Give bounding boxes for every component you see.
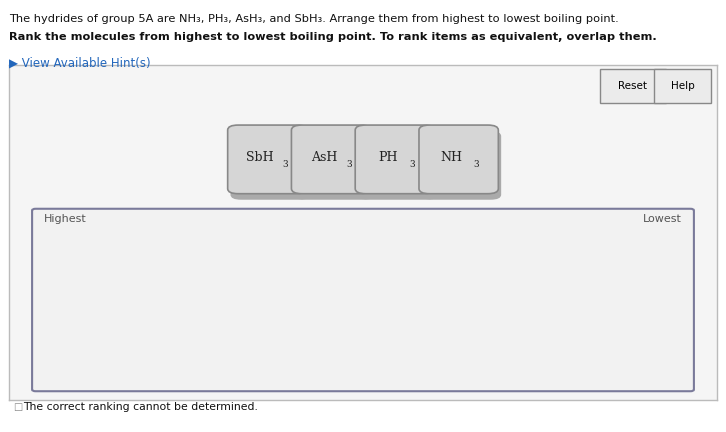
FancyBboxPatch shape <box>228 125 307 194</box>
FancyBboxPatch shape <box>600 69 666 103</box>
Text: 3: 3 <box>282 160 288 169</box>
Text: The correct ranking cannot be determined.: The correct ranking cannot be determined… <box>23 402 258 412</box>
Text: NH: NH <box>441 151 462 164</box>
FancyBboxPatch shape <box>355 125 435 194</box>
Text: Help: Help <box>671 81 695 91</box>
FancyBboxPatch shape <box>654 69 711 103</box>
Text: Rank the molecules from highest to lowest boiling point. To rank items as equiva: Rank the molecules from highest to lowes… <box>9 32 656 42</box>
Text: AsH: AsH <box>311 151 337 164</box>
Text: 3: 3 <box>473 160 479 169</box>
FancyBboxPatch shape <box>291 125 371 194</box>
FancyBboxPatch shape <box>230 131 310 200</box>
Text: □: □ <box>13 402 23 412</box>
FancyBboxPatch shape <box>294 131 374 200</box>
Text: Reset: Reset <box>619 81 648 91</box>
Text: SbH: SbH <box>246 151 274 164</box>
Text: 3: 3 <box>346 160 351 169</box>
FancyBboxPatch shape <box>419 125 498 194</box>
Text: The hydrides of group 5A are NH₃, PH₃, AsH₃, and SbH₃. Arrange them from highest: The hydrides of group 5A are NH₃, PH₃, A… <box>9 14 619 24</box>
FancyBboxPatch shape <box>358 131 437 200</box>
FancyBboxPatch shape <box>32 209 694 391</box>
Text: PH: PH <box>378 151 398 164</box>
Text: ▶ View Available Hint(s): ▶ View Available Hint(s) <box>9 56 150 69</box>
Text: Highest: Highest <box>44 214 87 224</box>
Text: 3: 3 <box>409 160 415 169</box>
Text: Lowest: Lowest <box>643 214 682 224</box>
FancyBboxPatch shape <box>422 131 501 200</box>
